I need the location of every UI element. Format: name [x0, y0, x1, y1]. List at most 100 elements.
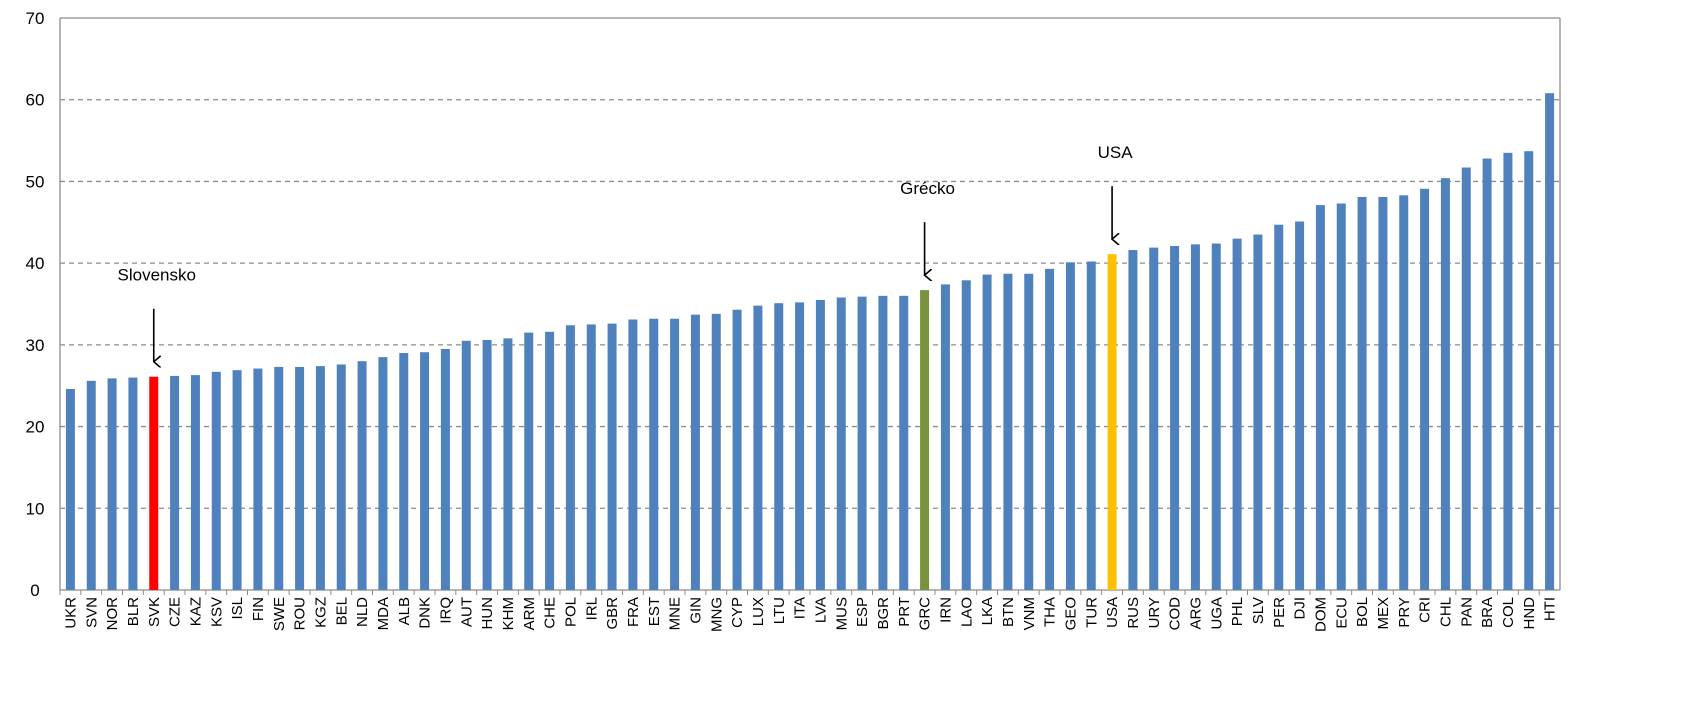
bar — [315, 366, 325, 590]
bar — [1170, 245, 1180, 591]
y-tick-label: 20 — [26, 418, 45, 437]
bar — [1232, 238, 1242, 590]
x-tick-label: EST — [646, 597, 663, 626]
bar — [336, 364, 346, 590]
x-tick-label: ISL — [229, 597, 246, 620]
bar — [420, 352, 430, 590]
x-tick-label: LVA — [812, 597, 829, 623]
x-tick-label: NOR — [104, 597, 121, 631]
x-tick-label: THA — [1042, 597, 1059, 627]
bar — [1461, 167, 1471, 590]
annotation-label: Grécko — [900, 179, 955, 198]
x-tick-label: DOM — [1312, 597, 1329, 632]
x-tick-label: PAN — [1458, 597, 1475, 627]
bar — [545, 331, 555, 590]
bar — [1065, 262, 1075, 590]
x-tick-label: MUS — [833, 597, 850, 630]
x-tick-label: NLD — [354, 597, 371, 627]
x-tick-label: ECU — [1333, 597, 1350, 629]
bar — [628, 319, 638, 590]
bar — [190, 375, 200, 590]
x-tick-label: GBR — [604, 597, 621, 630]
x-tick-label: HND — [1521, 597, 1538, 630]
x-tick-label: RUS — [1125, 597, 1142, 629]
x-tick-label: CRI — [1417, 597, 1434, 623]
x-tick-label: KGZ — [312, 597, 329, 628]
x-tick-label: VNM — [1021, 597, 1038, 630]
x-tick-label: SLV — [1250, 597, 1267, 624]
bar — [482, 339, 492, 590]
annotation-label: USA — [1098, 143, 1134, 162]
x-tick-label: MNG — [708, 597, 725, 632]
bar — [1045, 268, 1055, 590]
x-tick-label: CHE — [542, 597, 559, 629]
bar — [1399, 195, 1409, 590]
x-tick-label: ESP — [854, 597, 871, 627]
y-tick-label: 70 — [26, 9, 45, 28]
bar — [274, 366, 284, 590]
bar — [1024, 273, 1034, 590]
bar — [86, 380, 96, 590]
x-tick-label: SVN — [83, 597, 100, 628]
x-tick-label: HUN — [479, 597, 496, 630]
bar — [170, 375, 180, 590]
bar — [878, 295, 888, 590]
bar — [65, 388, 75, 590]
y-tick-label: 50 — [26, 172, 45, 191]
x-tick-label: HTI — [1542, 597, 1559, 621]
bar — [920, 290, 930, 590]
x-tick-label: PER — [1271, 597, 1288, 628]
bar — [711, 313, 721, 590]
bar — [1378, 196, 1388, 590]
x-tick-label: IRN — [937, 597, 954, 623]
annotation-label: Slovensko — [118, 266, 196, 285]
bar — [1420, 188, 1430, 591]
bar — [857, 296, 867, 590]
bar — [357, 361, 367, 590]
x-tick-label: TUR — [1083, 597, 1100, 628]
x-tick-label: MDA — [375, 597, 392, 630]
x-tick-label: DNK — [417, 597, 434, 629]
bar — [607, 323, 617, 590]
x-tick-label: LUX — [750, 597, 767, 626]
x-tick-label: ALB — [396, 597, 413, 625]
x-tick-label: LAO — [958, 597, 975, 627]
x-tick-label: BGR — [875, 597, 892, 630]
bar — [565, 325, 575, 590]
x-tick-label: GEO — [1062, 597, 1079, 630]
x-tick-label: COL — [1500, 597, 1517, 628]
bar — [128, 377, 138, 590]
bar — [982, 274, 992, 590]
bar — [524, 332, 534, 590]
x-tick-label: UKR — [62, 597, 79, 629]
x-tick-label: ARG — [1187, 597, 1204, 630]
bar — [795, 302, 805, 590]
bar — [232, 370, 242, 590]
y-tick-label: 10 — [26, 499, 45, 518]
y-tick-label: 40 — [26, 254, 45, 273]
bar — [1003, 273, 1013, 590]
x-tick-label: KSV — [208, 597, 225, 627]
bar — [1482, 158, 1492, 590]
bar — [586, 324, 596, 590]
bar — [1190, 244, 1200, 590]
bar — [961, 280, 971, 590]
x-tick-label: MEX — [1375, 597, 1392, 630]
bar — [649, 318, 659, 590]
bar — [461, 340, 471, 590]
x-tick-label: PRY — [1396, 597, 1413, 628]
x-tick-label: BOL — [1354, 597, 1371, 627]
x-tick-label: PRT — [896, 597, 913, 627]
x-tick-label: PHL — [1229, 597, 1246, 626]
bar — [1336, 203, 1346, 590]
bar — [1357, 196, 1367, 590]
x-tick-label: CZE — [167, 597, 184, 627]
bar — [690, 314, 700, 590]
bar — [1211, 243, 1221, 590]
bar — [1295, 221, 1305, 590]
bar — [732, 309, 742, 590]
bar — [1524, 151, 1534, 591]
y-tick-label: 30 — [26, 336, 45, 355]
bar — [399, 353, 409, 590]
x-tick-label: COD — [1167, 597, 1184, 631]
